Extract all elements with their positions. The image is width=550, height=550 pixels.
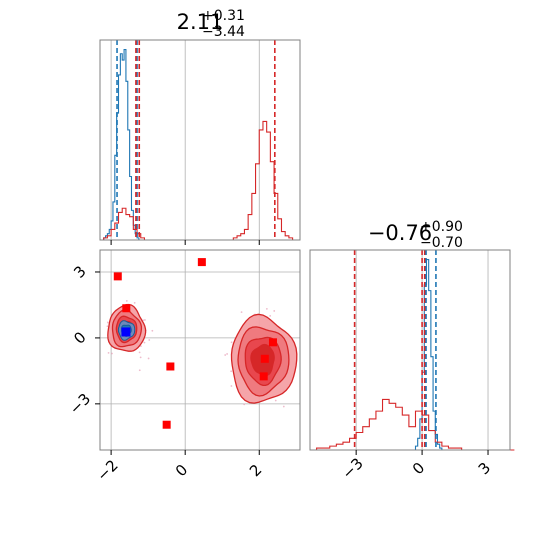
scatter-sample-dot xyxy=(148,339,151,341)
scatter-sample-dot xyxy=(269,314,272,317)
hist-right-hist-red xyxy=(310,398,515,451)
hist-right-title: −0.76 xyxy=(368,221,432,245)
hist-right-title-main: −0.76 xyxy=(368,221,432,245)
scatter-ytick-label: 3 xyxy=(70,262,89,281)
scatter-sample-dot xyxy=(144,319,146,321)
scatter-ytick-label: −3 xyxy=(66,390,94,418)
panel-scatter: −2 0 2 3 0 −3 xyxy=(66,249,305,485)
scatter-sample-dot xyxy=(230,370,233,373)
scatter-sample-dot xyxy=(226,353,229,355)
scatter-sample-dot xyxy=(273,310,276,312)
scatter-sample-dot xyxy=(138,351,141,354)
scatter-marker-red-4 xyxy=(162,420,171,429)
hist-top-title: 2.11 xyxy=(177,10,224,34)
panel-hist-top: 2.11 +0.31 −3.44 xyxy=(99,8,301,245)
scatter-sample-dot xyxy=(230,385,233,387)
scatter-sample-dot xyxy=(107,351,110,354)
scatter-marker-red-2 xyxy=(122,304,131,313)
scatter-xtick-label: 0 xyxy=(172,461,191,480)
hist-right-xtick-label: 3 xyxy=(475,459,494,478)
scatter-xtick-label: 2 xyxy=(246,461,265,480)
scatter-sample-dot xyxy=(282,405,285,408)
scatter-sample-dot xyxy=(147,357,150,360)
hist-top-title-main: 2.11 xyxy=(177,10,224,34)
scatter-sample-dot xyxy=(240,311,243,314)
scatter-marker-red-3 xyxy=(166,362,175,371)
scatter-markers xyxy=(113,258,277,429)
scatter-marker-blue-8 xyxy=(121,327,131,337)
hist-right-xtick-label: −3 xyxy=(338,454,366,482)
hist-right-ticks: −3 0 3 xyxy=(338,450,494,483)
scatter-sample-dot xyxy=(138,369,141,372)
panel-hist-right-frame xyxy=(309,249,511,451)
scatter-sample-dot xyxy=(265,307,268,310)
scatter-marker-red-5 xyxy=(268,338,277,347)
hist-right-title-sub: −0.70 xyxy=(420,235,463,251)
panel-hist-top-bg xyxy=(100,40,300,240)
hist-top-quantile-lines xyxy=(116,40,276,240)
scatter-sample-dot xyxy=(224,354,227,356)
scatter-sample-dot xyxy=(230,341,233,344)
hist-top-title-sup: +0.31 xyxy=(202,8,245,24)
hist-right-quantile-lines xyxy=(353,250,437,450)
hist-right-hist-blue xyxy=(413,258,445,451)
scatter-sample-dot xyxy=(139,356,142,359)
scatter-sample-dot xyxy=(143,341,146,344)
scatter-sample-dot xyxy=(125,300,128,302)
hist-top-ticks xyxy=(110,240,260,245)
scatter-sample-dot xyxy=(151,329,154,332)
scatter-marker-red-1 xyxy=(197,258,206,267)
hist-right-series xyxy=(310,258,515,451)
scatter-sample-dot xyxy=(111,352,113,355)
hist-right-xtick-label: 0 xyxy=(409,459,428,478)
scatter-marker-red-0 xyxy=(113,272,122,281)
scatter-sample-dot xyxy=(139,345,142,348)
hist-top-title-sub: −3.44 xyxy=(202,24,245,40)
hist-right-title-sup: +0.90 xyxy=(420,219,463,235)
scatter-sample-dot xyxy=(303,344,305,346)
scatter-xtick-label: −2 xyxy=(93,456,121,484)
scatter-marker-red-6 xyxy=(260,354,269,363)
panel-scatter-frame xyxy=(99,249,301,451)
scatter-sample-dot xyxy=(274,399,277,402)
scatter-marker-red-7 xyxy=(259,372,268,381)
scatter-sample-dot xyxy=(106,325,109,328)
panel-hist-right: −3 0 3 −0.76 +0.90 −0.70 xyxy=(309,219,515,483)
scatter-sample-dot xyxy=(133,301,136,304)
panel-hist-top-frame xyxy=(99,39,301,241)
scatter-sample-dot xyxy=(106,321,109,324)
scatter-sample-dot xyxy=(243,403,246,406)
panel-hist-right-bg xyxy=(310,250,510,450)
scatter-ytick-label: 0 xyxy=(70,328,89,347)
